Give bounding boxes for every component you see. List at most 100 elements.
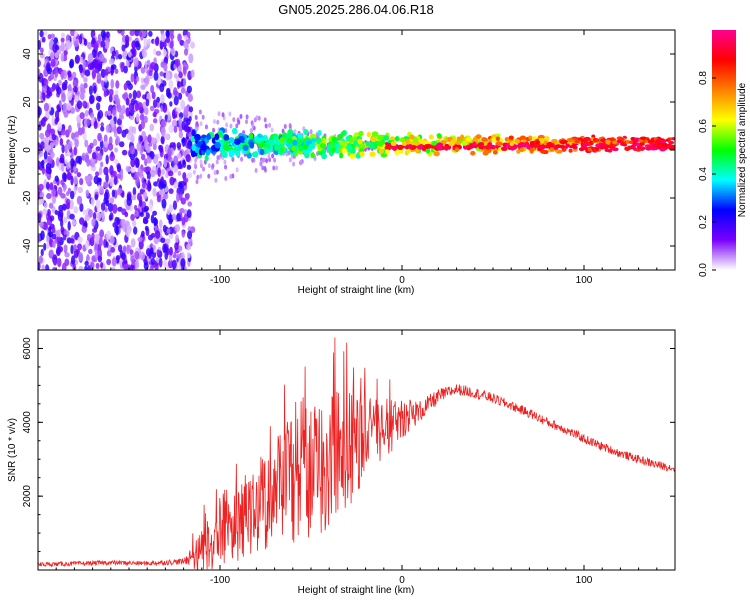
spectrogram-noise-cell [38,59,41,68]
spectrogram-noise-cell [142,180,146,189]
spectrogram-noise-cell [78,251,84,262]
spectrogram-noise-cell [116,126,122,135]
snr-frame [37,329,676,571]
spectrogram-signal-cell [671,137,675,141]
spectrogram-noise-cell [107,110,112,117]
spectrogram-noise-cell [98,53,105,62]
x-tick-label: 100 [576,575,593,586]
spectrogram-noise-cell [175,234,179,244]
x-tick-label: -100 [210,275,230,286]
spectrogram-noise-cell [59,138,64,146]
spectrogram-noise-cell [109,177,114,187]
spectrogram-noise-cell [95,199,101,209]
spectrogram-signal-cell [378,148,385,154]
spectrogram-noise-cell [111,257,117,267]
spectrogram-noise-cell [60,41,65,52]
spectrogram-noise-cell [101,80,105,88]
spectrogram-noise-cell [48,202,54,209]
spectrogram-noise-cell [96,72,102,83]
spectrogram-noise-cell [112,222,116,228]
spectrogram-noise-cell [178,71,183,79]
spectrogram-signal-cell [221,151,228,159]
spectrogram-noise-cell [128,92,133,99]
spectrogram-noise-cell [116,173,122,179]
spectrogram-noise-cell [153,71,159,81]
spectrogram-signal-cell [656,138,661,143]
spectrogram-noise-cell [113,175,118,186]
spectrogram-noise-cell [62,102,68,113]
spectrogram-noise-cell [61,262,67,270]
spectrogram-noise-cell [146,171,151,181]
spectrogram-noise-cell [86,233,92,241]
spectrogram-signal-cell [454,147,460,153]
spectrogram-noise-cell [39,191,45,199]
spectrogram-signal-cell [346,145,353,151]
spectrogram-noise-cell [158,257,163,268]
spectrogram-faint-cell [225,122,229,128]
spectrogram-noise-cell [53,37,59,44]
spectrogram-signal-cell [319,142,327,149]
spectrogram-noise-cell [73,165,77,172]
spectrogram-signal-cell [624,147,629,151]
spectrogram-faint-cell [193,162,197,168]
spectrogram-noise-cell [168,188,174,195]
spectrogram-noise-cell [168,124,175,134]
spectrogram-noise-cell [87,63,94,71]
spectrogram-noise-cell [69,199,74,210]
spectrogram-signal-cell [269,140,275,147]
spectrogram-noise-cell [90,197,95,207]
spectrogram-signal-cell [376,140,384,147]
spectrogram-noise-cell [118,114,125,120]
spectrogram-signal-cell [609,137,615,142]
snr-y-label: SNR (10 * v/v) [7,418,18,482]
spectrogram-faint-cell [212,119,216,125]
spectrogram-noise-cell [180,197,187,205]
spectrogram-noise-cell [52,240,56,248]
spectrogram-signal-cell [478,141,485,147]
spectrogram-noise-cell [48,231,54,238]
spectrogram-noise-cell [105,154,109,165]
spectrogram-noise-cell [68,124,72,134]
spectrogram-noise-cell [133,226,138,235]
spectrogram-noise-cell [73,131,80,138]
spectrogram-noise-cell [47,208,51,217]
spectrogram-signal-cell [317,129,322,136]
spectrogram-noise-cell [121,149,128,156]
spectrogram-noise-cell [134,210,139,218]
spectrogram-signal-cell [519,147,525,153]
colorbar-tick-label: 0.8 [698,71,709,85]
spectrogram-noise-cell [116,118,122,126]
spectrogram-noise-cell [70,244,74,255]
spectrogram-noise-cell [139,113,145,121]
spectrogram-noise-cell [131,194,137,201]
spectrogram-faint-cell [224,164,228,170]
spectrogram-noise-cell [43,222,49,231]
spectrogram-noise-cell [176,152,182,160]
spectrogram-faint-cell [263,117,267,123]
spectrogram-signal-cell [465,137,472,142]
spectrogram-noise-cell [169,40,174,49]
spectrogram-noise-cell [172,200,178,211]
spectrogram-noise-cell [125,166,132,172]
spectrogram-noise-cell [170,47,175,55]
spectrogram-faint-cell [313,156,317,162]
spectrogram-noise-cell [128,125,134,136]
spectrogram-faint-cell [273,157,277,163]
spectrogram-noise-cell [65,198,71,206]
spectrogram-noise-cell [186,164,192,170]
spectrogram-noise-cell [173,155,179,166]
spectrogram-noise-cell [43,30,48,37]
spectrogram-noise-cell [178,130,184,139]
spectrogram-noise-cell [77,236,83,244]
spectrogram-noise-cell [91,151,97,160]
spectrogram-noise-cell [104,40,110,50]
spectrogram-noise-cell [134,250,140,260]
spectrogram-signal-cell [339,140,346,147]
spectrogram-signal-cell [544,136,550,141]
spectrogram-noise-cell [59,157,65,164]
spectrogram-signal-cell [460,134,465,140]
spectrogram-signal-cell [282,132,287,139]
spectrogram-noise-cell [143,38,148,48]
spectrogram-noise-cell [44,140,49,151]
spectrogram-signal-cell [383,135,390,141]
